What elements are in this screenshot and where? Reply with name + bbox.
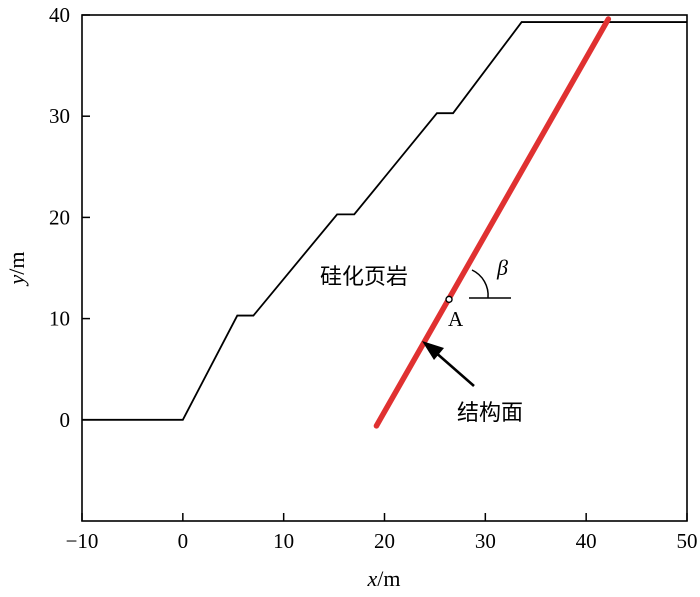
y-tick-label: 0: [60, 408, 71, 432]
y-tick-label: 10: [49, 307, 70, 331]
x-tick-label: 10: [273, 529, 294, 553]
series-group: [82, 16, 687, 429]
slope-profile-line: [82, 21, 687, 421]
y-tick-label: 40: [49, 3, 70, 27]
y-axis-unit: /m: [4, 252, 29, 275]
tick-labels: −10 0 10 20 30 40 50 0 10 20 30 40: [49, 3, 698, 553]
rock-label: 硅化页岩: [320, 265, 408, 290]
structure-plane-line: [373, 16, 612, 429]
x-tick-label: 30: [475, 529, 496, 553]
point-a-marker: [445, 295, 453, 304]
x-tick-label: 0: [178, 529, 189, 553]
structure-label: 结构面: [457, 401, 523, 426]
x-tick-label: 50: [677, 529, 698, 553]
structure-arrow-head: [422, 341, 444, 360]
x-axis-title: x/m: [367, 566, 401, 591]
y-tick-label: 20: [49, 205, 70, 229]
structure-arrow-line: [433, 350, 475, 387]
x-tick-label: −10: [66, 529, 99, 553]
x-axis-var: x: [367, 566, 378, 591]
y-tick-label: 30: [49, 104, 70, 128]
x-tick-label: 20: [374, 529, 395, 553]
angle-beta-arc: [471, 269, 489, 299]
angle-beta-label: β: [496, 255, 508, 280]
y-axis-var: y: [4, 275, 29, 287]
ticks: [81, 14, 688, 521]
y-axis-title: y/m: [4, 252, 29, 287]
x-axis-unit: /m: [377, 566, 400, 591]
point-a-label: A: [448, 307, 464, 331]
x-tick-label: 40: [576, 529, 597, 553]
